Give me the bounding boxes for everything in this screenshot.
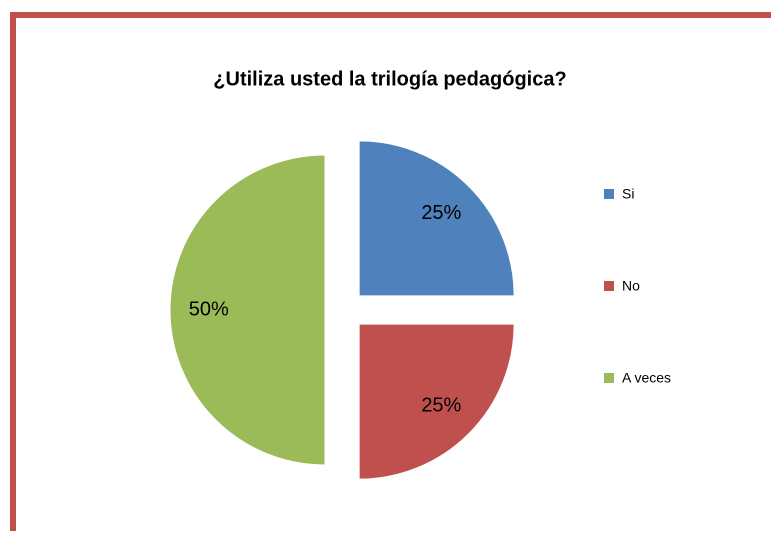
- legend-label: A veces: [622, 370, 671, 386]
- legend-swatch: [604, 281, 614, 291]
- frame-left: [10, 12, 16, 531]
- legend-label: Si: [622, 186, 634, 202]
- data-label: 25%: [421, 395, 461, 417]
- legend-swatch: [604, 373, 614, 383]
- pie-slice: [358, 323, 515, 480]
- data-label: 25%: [421, 202, 461, 224]
- data-label: 50%: [189, 298, 229, 320]
- chart-title: ¿Utiliza usted la trilogía pedagógica?: [213, 68, 566, 90]
- legend-swatch: [604, 189, 614, 199]
- pie-slice: [358, 140, 515, 297]
- pie-slice: [169, 154, 326, 466]
- frame-top: [10, 12, 771, 18]
- legend-label: No: [622, 278, 640, 294]
